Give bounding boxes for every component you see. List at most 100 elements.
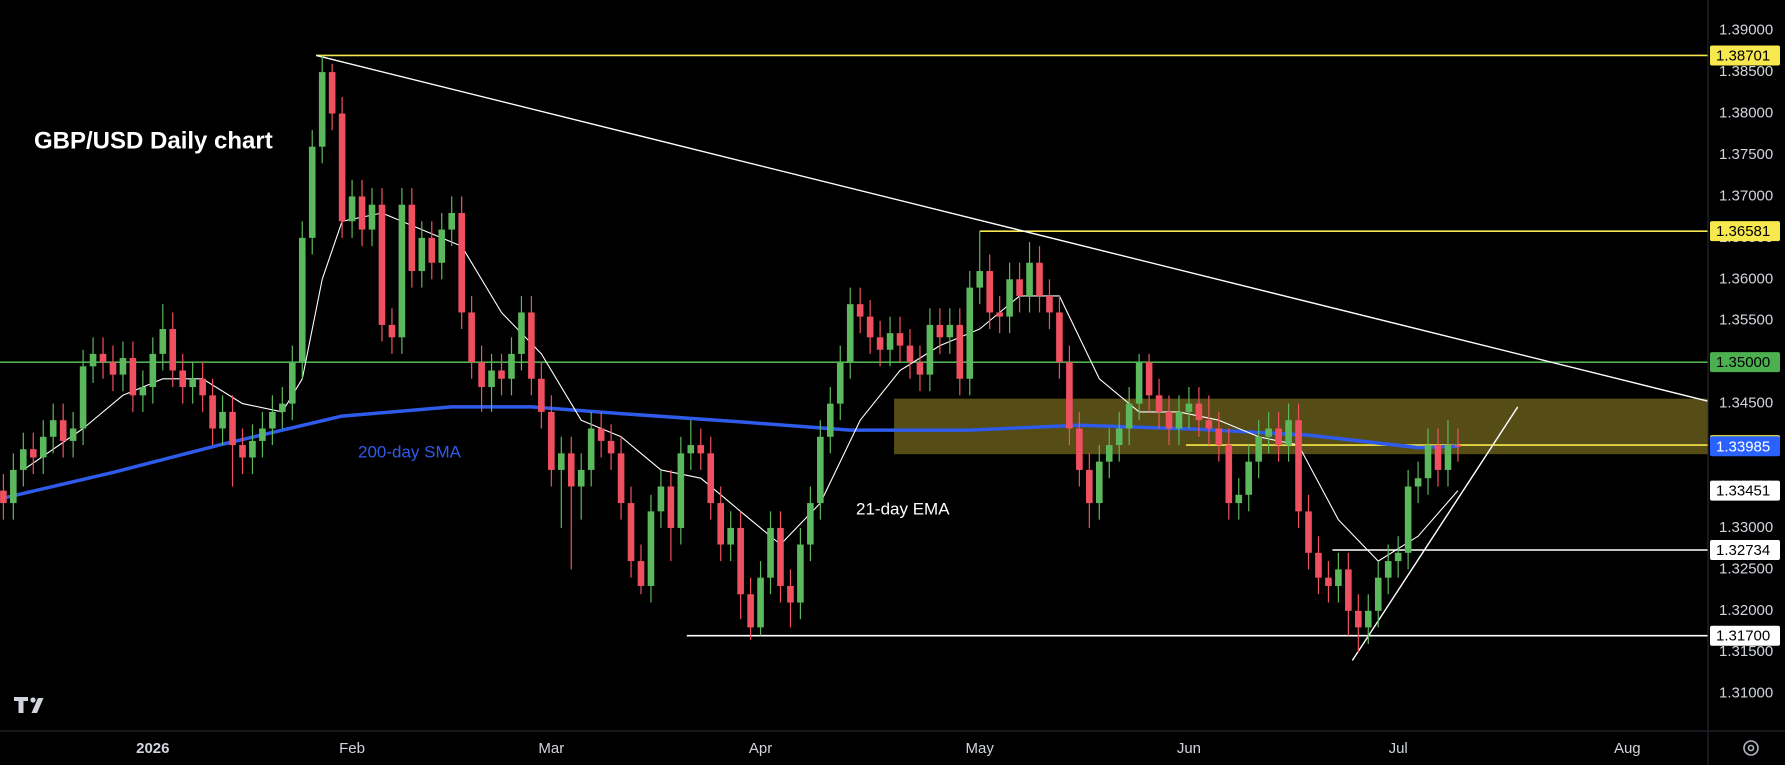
candle-body [707,453,715,504]
candle-body [906,345,914,363]
candle-body [1056,312,1063,363]
candle-body [1325,577,1332,586]
candle-body [1086,469,1093,504]
y-tick-label: 1.32000 [1719,602,1773,619]
candle-body [976,271,984,288]
x-tick-label: Jun [1177,740,1201,757]
candle-body [846,304,854,363]
y-tick-label: 1.38000 [1719,105,1773,122]
y-tick-label: 1.33000 [1719,519,1773,536]
candle-body [1225,445,1233,504]
candle-body [577,469,585,487]
chart-title: GBP/USD Daily chart [34,127,273,154]
candle-body [1295,420,1302,512]
candle-body [29,449,37,458]
candle-body [797,544,804,603]
candle-body [209,395,216,429]
candle-body [388,324,396,338]
candle-body [298,237,306,363]
candle-body [508,353,515,379]
price-label: 1.32734 [1716,542,1770,559]
candle-body [518,312,525,354]
candle-body [966,287,974,379]
candle-body [657,486,665,512]
candle-body [1404,486,1412,553]
candle-body [1394,552,1402,562]
candle-body [1215,428,1223,446]
axes: 1.39000 1.38500 1.38000 1.37500 1.37000 1.365… [136,22,1780,757]
price-label: 1.33985 [1716,438,1770,455]
candle-body [59,420,67,441]
candle-body [239,445,246,458]
candle-body [826,403,834,437]
price-label-box [1710,352,1780,373]
candle-body [488,370,495,388]
candle-body [886,333,894,350]
candle-body [89,353,97,367]
candle-body [1165,411,1173,429]
price-label: 1.35000 [1716,354,1770,371]
candle-body [567,453,575,487]
candle-body [328,72,336,114]
candle-body [468,312,475,363]
candle-body [1016,279,1023,296]
candle-body [139,387,147,396]
candle-body [717,503,724,545]
candle-body [428,237,436,263]
candle-body [338,113,346,222]
candle-body [478,362,485,388]
candle-body [807,503,814,545]
candle-body [727,527,734,545]
candle-body [1135,362,1143,404]
x-tick-label: Jul [1389,740,1408,757]
price-label-box [1710,436,1780,457]
candle-body [1345,569,1352,611]
candle-body [896,333,904,346]
candle-body [637,561,645,586]
tradingview-logo [14,697,44,713]
candle-body [10,469,17,504]
candle-body [1444,445,1452,470]
series-label: 200-day SMA [358,442,462,461]
candle-body [39,436,47,458]
price-label-box [1710,45,1780,66]
candle-body [408,204,416,272]
candle-body [1424,445,1432,479]
y-tick-label: 1.34500 [1719,395,1773,412]
candle-body [308,146,316,238]
candle-body [199,378,206,396]
candle-body [1185,403,1193,412]
candle-body [538,378,545,412]
y-tick-label: 1.39000 [1719,22,1773,39]
candle-body [647,511,655,586]
candle-body [1355,610,1362,628]
settings-icon[interactable] [1743,740,1759,756]
candle-body [667,486,675,528]
candle-body [1066,362,1073,429]
candle-body [777,527,784,586]
candle-body [279,403,286,412]
candle-body [677,453,685,528]
x-tick-label: Feb [339,740,365,757]
candle-body [548,411,555,470]
candle-body [597,428,605,441]
price-label: 1.36581 [1716,223,1770,240]
candle-body [936,324,944,338]
candle-body [1414,478,1422,487]
candle-body [926,324,934,375]
candle-body [996,312,1003,317]
candle-body [1036,262,1043,296]
y-tick-label: 1.35500 [1719,312,1773,329]
candle-body [458,213,465,313]
candle-body [398,204,406,338]
candle-body [737,527,744,595]
candle-body [1434,445,1442,470]
candle-body [817,436,824,504]
candle-body [318,72,326,147]
candle-body [946,324,954,338]
candle-body [20,449,27,470]
plot-area: 200-day SMA 21-day EMA [0,54,1709,661]
candle-body [956,324,964,379]
candle-body [1145,362,1153,396]
candle-body [1095,461,1103,504]
